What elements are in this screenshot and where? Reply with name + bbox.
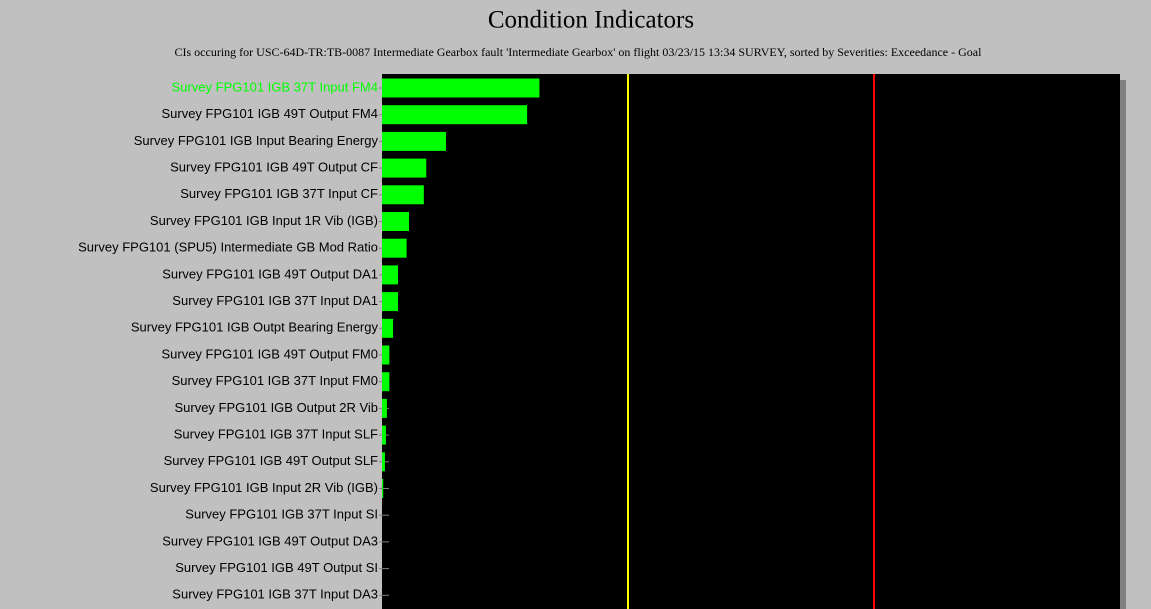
bar[interactable]	[382, 345, 390, 365]
y-tick-label[interactable]: Survey FPG101 IGB 49T Output SLF	[164, 453, 378, 468]
bar[interactable]	[382, 292, 398, 312]
y-tick-label[interactable]: Survey FPG101 IGB 37T Input SLF	[174, 427, 378, 442]
plot-area	[382, 74, 1120, 609]
y-tick-label[interactable]: Survey FPG101 IGB 37T Input DA3	[172, 587, 378, 602]
y-tick-label[interactable]: Survey FPG101 (SPU5) Intermediate GB Mod…	[78, 240, 378, 255]
bar[interactable]	[382, 158, 427, 178]
y-tick-label[interactable]: Survey FPG101 IGB 49T Output SI	[175, 560, 378, 575]
bar[interactable]	[382, 238, 407, 258]
y-tick-label[interactable]: Survey FPG101 IGB Input Bearing Energy	[134, 133, 379, 148]
y-tick-label[interactable]: Survey FPG101 IGB Input 2R Vib (IGB)	[150, 480, 378, 495]
y-tick-label[interactable]: Survey FPG101 IGB 37T Input DA1	[172, 293, 378, 308]
bar[interactable]	[382, 398, 387, 418]
y-tick-label[interactable]: Survey FPG101 IGB 49T Output FM0	[161, 346, 378, 361]
bar[interactable]	[382, 212, 410, 231]
y-tick-label[interactable]: Survey FPG101 IGB Input 1R Vib (IGB)	[150, 213, 378, 228]
bar[interactable]	[382, 265, 398, 285]
bar[interactable]	[382, 185, 424, 205]
y-tick-label[interactable]: Survey FPG101 IGB 37T Input FM4	[172, 79, 378, 94]
chart-subtitle: CIs occuring for USC-64D-TR:TB-0087 Inte…	[175, 45, 983, 59]
y-tick-label[interactable]: Survey FPG101 IGB 49T Output FM4	[161, 106, 378, 121]
y-tick-label[interactable]: Survey FPG101 IGB 37T Input FM0	[172, 373, 378, 388]
y-tick-label[interactable]: Survey FPG101 IGB 49T Output DA1	[162, 266, 378, 281]
bar[interactable]	[382, 479, 384, 498]
y-tick-label[interactable]: Survey FPG101 IGB 49T Output DA3	[162, 533, 378, 548]
bar[interactable]	[382, 105, 528, 125]
chart-title: Condition Indicators	[488, 7, 694, 34]
plot-shadow	[1120, 80, 1126, 609]
bar[interactable]	[382, 78, 540, 98]
bar[interactable]	[382, 131, 446, 151]
y-tick-label[interactable]: Survey FPG101 IGB 37T Input CF	[180, 186, 378, 201]
y-tick-label[interactable]: Survey FPG101 IGB 37T Input SI	[185, 507, 378, 522]
y-tick-label[interactable]: Survey FPG101 IGB Outpt Bearing Energy	[131, 320, 379, 335]
y-tick-label[interactable]: Survey FPG101 IGB Output 2R Vib	[174, 400, 378, 415]
bar[interactable]	[382, 372, 390, 392]
bar[interactable]	[382, 425, 386, 445]
y-tick-label[interactable]: Survey FPG101 IGB 49T Output CF	[170, 160, 378, 175]
bar[interactable]	[382, 318, 394, 338]
bar[interactable]	[382, 452, 385, 472]
